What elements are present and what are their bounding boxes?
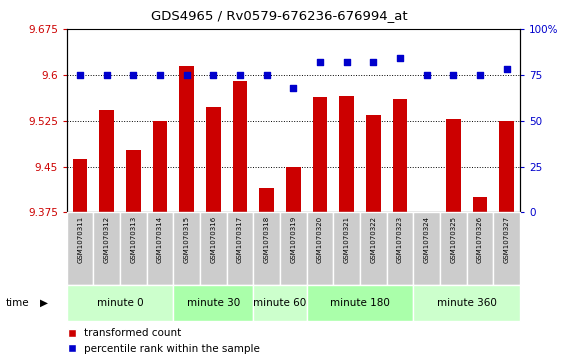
FancyBboxPatch shape — [493, 212, 520, 285]
Bar — [446, 119, 461, 212]
Text: GSM1070326: GSM1070326 — [477, 216, 483, 263]
Bar — [473, 197, 487, 212]
FancyBboxPatch shape — [227, 212, 253, 285]
Text: GSM1070314: GSM1070314 — [157, 216, 163, 263]
Point — [369, 59, 378, 65]
Point — [342, 59, 352, 65]
Point — [396, 56, 405, 61]
FancyBboxPatch shape — [440, 212, 467, 285]
Text: GSM1070325: GSM1070325 — [450, 216, 456, 263]
FancyBboxPatch shape — [307, 212, 333, 285]
Point — [235, 72, 245, 78]
FancyBboxPatch shape — [413, 212, 440, 285]
FancyBboxPatch shape — [120, 212, 147, 285]
Point — [156, 72, 165, 78]
Point — [422, 72, 431, 78]
Bar — [180, 66, 194, 212]
Legend: transformed count, percentile rank within the sample: transformed count, percentile rank withi… — [63, 324, 264, 358]
Text: time: time — [6, 298, 30, 308]
Text: GSM1070322: GSM1070322 — [370, 216, 376, 263]
Bar — [339, 96, 354, 212]
Point — [129, 72, 138, 78]
Text: GSM1070316: GSM1070316 — [210, 216, 217, 263]
Point — [262, 72, 271, 78]
FancyBboxPatch shape — [360, 212, 387, 285]
Text: GSM1070324: GSM1070324 — [424, 216, 430, 263]
Bar — [259, 188, 274, 212]
Text: minute 60: minute 60 — [253, 298, 307, 308]
Bar — [99, 110, 114, 212]
Point — [449, 72, 458, 78]
Text: GSM1070321: GSM1070321 — [344, 216, 350, 263]
FancyBboxPatch shape — [333, 212, 360, 285]
Bar — [126, 150, 141, 212]
Bar — [366, 115, 381, 212]
FancyBboxPatch shape — [174, 212, 200, 285]
FancyBboxPatch shape — [387, 212, 413, 285]
FancyBboxPatch shape — [174, 285, 253, 321]
Text: GSM1070312: GSM1070312 — [104, 216, 110, 263]
FancyBboxPatch shape — [147, 212, 174, 285]
Text: GSM1070320: GSM1070320 — [317, 216, 323, 263]
Point — [76, 72, 85, 78]
FancyBboxPatch shape — [280, 212, 307, 285]
Bar — [73, 159, 88, 212]
Point — [102, 72, 112, 78]
Bar — [206, 107, 221, 212]
FancyBboxPatch shape — [67, 212, 94, 285]
Text: minute 360: minute 360 — [437, 298, 497, 308]
Point — [502, 66, 511, 72]
Text: GSM1070311: GSM1070311 — [77, 216, 83, 263]
Bar — [233, 81, 248, 212]
Text: GSM1070323: GSM1070323 — [397, 216, 403, 263]
Point — [209, 72, 218, 78]
FancyBboxPatch shape — [200, 212, 227, 285]
Text: GSM1070317: GSM1070317 — [237, 216, 243, 263]
FancyBboxPatch shape — [67, 285, 174, 321]
Text: GSM1070313: GSM1070313 — [131, 216, 137, 263]
FancyBboxPatch shape — [253, 285, 307, 321]
FancyBboxPatch shape — [307, 285, 413, 321]
Point — [475, 72, 485, 78]
Point — [182, 72, 191, 78]
FancyBboxPatch shape — [94, 212, 120, 285]
Text: GSM1070327: GSM1070327 — [504, 216, 510, 263]
Bar — [286, 167, 301, 212]
Text: minute 30: minute 30 — [187, 298, 240, 308]
FancyBboxPatch shape — [467, 212, 493, 285]
Bar — [153, 121, 167, 212]
Text: GSM1070315: GSM1070315 — [184, 216, 190, 263]
Text: minute 0: minute 0 — [97, 298, 144, 308]
Bar — [393, 99, 407, 212]
Text: GSM1070319: GSM1070319 — [290, 216, 296, 263]
Bar — [313, 98, 328, 212]
FancyBboxPatch shape — [413, 285, 520, 321]
Text: ▶: ▶ — [40, 298, 48, 308]
Point — [289, 85, 298, 91]
Point — [315, 59, 325, 65]
Bar — [499, 121, 514, 212]
Text: minute 180: minute 180 — [330, 298, 390, 308]
Text: GDS4965 / Rv0579-676236-676994_at: GDS4965 / Rv0579-676236-676994_at — [150, 9, 407, 22]
Text: GSM1070318: GSM1070318 — [264, 216, 270, 263]
FancyBboxPatch shape — [253, 212, 280, 285]
